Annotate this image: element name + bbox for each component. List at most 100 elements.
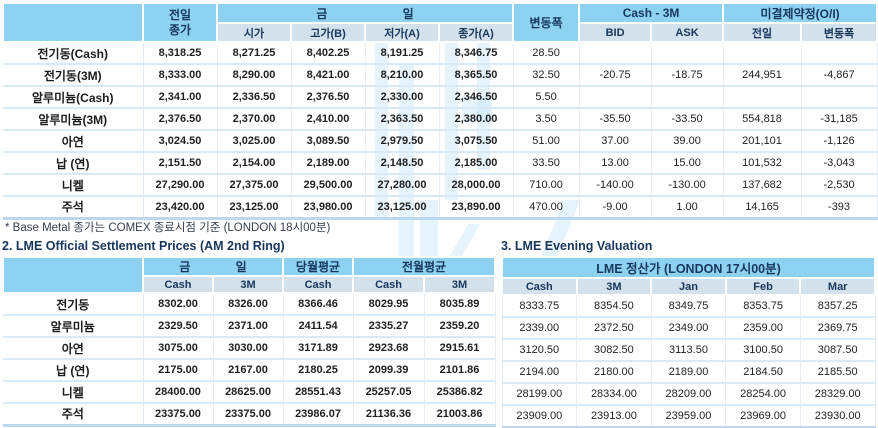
table-cell: 3,025.00 <box>216 130 292 152</box>
col-header-3m: 3M <box>575 277 653 296</box>
table-row: 아연 3075.00 3030.00 3171.89 2923.68 2915.61 <box>3 337 496 359</box>
table-cell: 2,154.00 <box>216 152 292 174</box>
table-cell: 3075.00 <box>142 337 214 359</box>
table-cell: 8354.50 <box>576 295 652 317</box>
table-row: 8333.75 8354.50 8349.75 8353.75 8357.25 <box>501 295 876 317</box>
table-cell: 2349.00 <box>650 317 727 339</box>
table-cell: 2189.00 <box>650 361 727 383</box>
prev-close-line1: 전일 <box>168 7 192 22</box>
table-cell: 2,380.00 <box>438 108 514 130</box>
table-cell: 8,333.00 <box>142 64 218 86</box>
table-cell: 2411.54 <box>282 315 354 337</box>
table-cell: 1.00 <box>650 196 724 218</box>
table-row: 주석 23375.00 23375.00 23986.07 21136.36 21003.… <box>3 403 496 425</box>
table-cell: 8,290.00 <box>216 64 292 86</box>
table-cell: 23,125.00 <box>216 196 292 218</box>
row-label: 납 (연) <box>3 359 144 381</box>
table-cell: 37.00 <box>578 130 652 152</box>
table-cell: 8,346.75 <box>438 42 514 64</box>
col-header-change: 변동폭 <box>512 2 581 43</box>
table-row: 2339.00 2372.50 2349.00 2359.00 2369.75 <box>501 317 876 339</box>
table-cell: 33.50 <box>512 152 580 174</box>
table-cell: 8357.25 <box>799 295 876 317</box>
col-header-bid: BID <box>578 22 653 43</box>
table-row: 전기동 8302.00 8326.00 8366.46 8029.95 8035.89 <box>3 293 496 315</box>
table-cell: 23375.00 <box>142 403 214 425</box>
table-cell: 2,151.50 <box>142 152 218 174</box>
table-row: 알루미늄(3M) 2,376.50 2,370.00 2,410.00 2,363.50… <box>3 108 878 130</box>
table-cell: 28.50 <box>512 42 580 64</box>
table-cell <box>578 86 652 108</box>
table-row: 알루미늄 2329.50 2371.00 2411.54 2335.27 2359.20 <box>3 315 496 337</box>
table-cell: 2,185.00 <box>438 152 514 174</box>
row-label: 전기동 <box>3 293 144 315</box>
row-label: 아연 <box>3 337 144 359</box>
table-cell: 2167.00 <box>212 359 284 381</box>
table-cell: 27,290.00 <box>142 174 218 196</box>
row-label: 납 (연) <box>3 152 144 174</box>
group-header-today: 금 일 <box>141 256 285 277</box>
table-cell: 2180.00 <box>576 361 652 383</box>
col-header-low: 저가(A) <box>364 22 440 43</box>
table-cell: 8333.75 <box>501 295 578 317</box>
group-header-month-avg: 당월평균 <box>282 256 355 277</box>
table-cell: 2335.27 <box>352 315 425 337</box>
table-cell: 2915.61 <box>423 337 496 359</box>
row-label: 니켈 <box>3 174 144 196</box>
table-row: 28199.00 28334.00 28209.00 28254.00 28329.00 <box>501 383 876 405</box>
table-cell: 28329.00 <box>799 383 876 405</box>
daily-price-table: 전일 종가 금 일 변동폭 Cash - 3M 미결제약정(O/I) 시가 고가… <box>2 2 878 220</box>
table-cell: 25386.82 <box>423 381 496 403</box>
table-cell: 3,089.50 <box>290 130 366 152</box>
table-cell: 2329.50 <box>142 315 214 337</box>
table-cell <box>800 86 878 108</box>
table-cell: 23,420.00 <box>142 196 218 218</box>
table-cell: 32.50 <box>512 64 580 86</box>
table-cell: -20.75 <box>578 64 652 86</box>
table-cell: 2372.50 <box>576 317 652 339</box>
table-cell: -35.50 <box>578 108 652 130</box>
table-cell: -130.00 <box>650 174 724 196</box>
table-cell: 23909.00 <box>501 405 578 427</box>
row-label: 알루미늄(Cash) <box>3 86 144 108</box>
table-cell: 8,318.25 <box>142 42 218 64</box>
table-cell: 244,951 <box>722 64 802 86</box>
table-cell: 2,148.50 <box>364 152 440 174</box>
row-label: 전기동(Cash) <box>3 42 144 64</box>
table-cell: -393 <box>800 196 878 218</box>
col-header-cash: Cash <box>282 275 355 294</box>
table-cell: 2185.50 <box>799 361 876 383</box>
table-cell: 8302.00 <box>142 293 214 315</box>
table-cell: 28625.00 <box>212 381 284 403</box>
table-cell: 2184.50 <box>725 361 801 383</box>
table-cell: 2,363.50 <box>364 108 440 130</box>
table-cell: 28254.00 <box>725 383 801 405</box>
table-cell: 29,500.00 <box>290 174 366 196</box>
table-cell: 2194.00 <box>501 361 578 383</box>
table-cell: 3,075.50 <box>438 130 514 152</box>
table-cell: 2,336.50 <box>216 86 292 108</box>
table-cell: -2,530 <box>800 174 878 196</box>
table-cell: 23986.07 <box>282 403 354 425</box>
table-cell: 8,402.25 <box>290 42 366 64</box>
table-row: 주석 23,420.00 23,125.00 23,980.00 23,125.00 23… <box>3 196 878 218</box>
group-header-today: 금 일 <box>215 2 515 24</box>
table-cell: 3,024.50 <box>142 130 218 152</box>
table-cell: 23969.00 <box>725 405 801 427</box>
table-cell: 23,890.00 <box>438 196 514 218</box>
table-cell: 2339.00 <box>501 317 578 339</box>
table-cell: 2,376.50 <box>290 86 366 108</box>
table-cell: 201,101 <box>722 130 802 152</box>
table-cell: 2,346.50 <box>438 86 514 108</box>
table-cell: 27,375.00 <box>216 174 292 196</box>
table-cell: 2,376.50 <box>142 108 218 130</box>
table-cell: 470.00 <box>512 196 580 218</box>
table-cell: 2,410.00 <box>290 108 366 130</box>
col-header-prev-close: 전일 종가 <box>142 2 218 43</box>
table-cell: 3.50 <box>512 108 580 130</box>
table-cell: 23913.00 <box>576 405 652 427</box>
table-cell: 2371.00 <box>212 315 284 337</box>
table-cell: 28400.00 <box>142 381 214 403</box>
table-cell <box>650 86 724 108</box>
